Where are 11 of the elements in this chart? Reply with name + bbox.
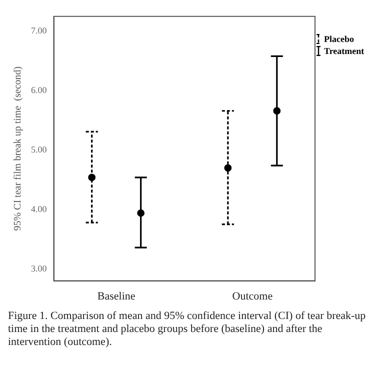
legend-label: Placebo xyxy=(324,34,354,44)
y-tick-label: 7.00 xyxy=(31,26,48,36)
y-axis-title: 95% CI tear film break up time (second) xyxy=(12,66,24,231)
legend-label: Treatment xyxy=(324,46,364,56)
caption: Figure 1. Comparison of mean and 95% confidence interval (CI) of tear break-up time in the treatment and placebo groups before (baseline) and after the intervention (outcome). xyxy=(8,310,367,349)
x-tick-label: Outcome xyxy=(232,290,273,302)
y-tick-label: 6.00 xyxy=(31,85,48,96)
y-tick-label: 3.00 xyxy=(31,263,48,274)
y-tick-label: 4.00 xyxy=(31,204,48,214)
y-tick-label: 5.00 xyxy=(31,144,48,154)
x-tick-label: Baseline xyxy=(97,290,136,302)
